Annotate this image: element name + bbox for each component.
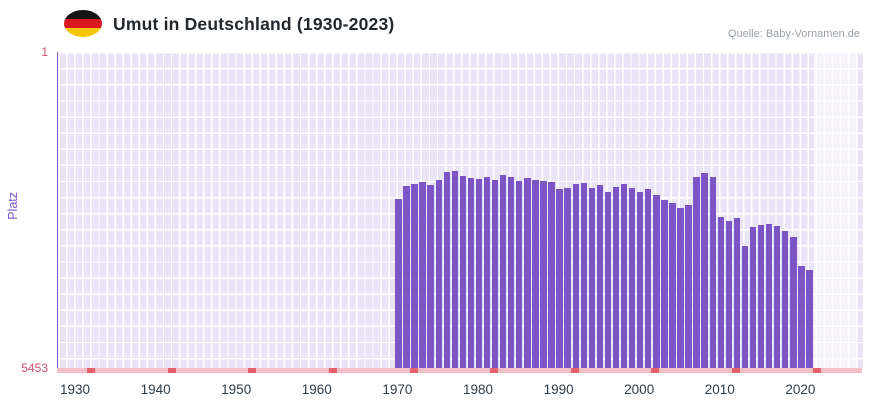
rank-bar[interactable] [499,174,507,368]
rank-bar[interactable] [427,184,434,368]
rank-bar[interactable] [790,237,797,368]
rank-bar[interactable] [798,266,805,368]
rank-bar[interactable] [596,185,604,368]
rank-bar[interactable] [564,187,571,368]
rank-bar[interactable] [774,226,781,368]
x-axis-tick [812,368,821,373]
rank-bar[interactable] [782,230,789,368]
rank-bar[interactable] [637,191,644,368]
rank-bar[interactable] [395,198,402,368]
rank-bar[interactable] [677,207,684,368]
x-tick-label: 2020 [785,382,816,397]
germany-flag-icon [64,10,102,37]
rank-bar[interactable] [540,181,547,368]
rank-bar[interactable] [491,179,499,368]
chart-title: Umut in Deutschland (1930-2023) [113,14,395,34]
rank-bar[interactable] [524,177,531,368]
y-tick-max: 1 [41,45,48,59]
rank-bar[interactable] [757,224,765,368]
x-axis-line [57,368,862,373]
x-axis-tick [651,368,660,373]
x-axis-labels: 1930 1940 1950 1960 1970 1980 1990 2000 2010 2020 [0,382,873,402]
x-tick-label: 1970 [382,382,413,397]
rank-bar[interactable] [693,176,700,368]
x-tick-label: 1940 [140,382,171,397]
rank-bar[interactable] [725,220,733,368]
x-axis-tick [490,368,499,373]
rank-bar[interactable] [459,176,467,368]
rank-bar[interactable] [548,182,555,368]
rank-bar[interactable] [653,194,660,368]
rank-bar[interactable] [709,177,716,368]
plot-area [57,52,863,368]
x-axis-tick [570,368,579,373]
rank-bar[interactable] [628,187,636,368]
rank-bar[interactable] [580,182,587,368]
x-axis-tick [87,368,96,373]
rank-bar[interactable] [411,183,418,368]
chart-header: Umut in Deutschland (1930-2023) Quelle: … [0,0,873,48]
x-tick-label: 2000 [624,382,655,397]
source-credit: Quelle: Baby-Vornamen.de [727,28,860,40]
no-data-band [813,52,856,368]
rank-bar[interactable] [733,218,741,368]
rank-bar[interactable] [620,183,628,368]
rank-bar[interactable] [419,181,426,368]
rank-bar[interactable] [403,186,410,368]
rank-bar[interactable] [443,171,450,368]
flag-stripe-gold [64,28,102,37]
rank-bar[interactable] [467,177,475,368]
x-tick-label: 1960 [301,382,332,397]
rank-bar[interactable] [516,180,523,368]
rank-bar[interactable] [508,176,515,368]
rank-bar[interactable] [556,189,563,368]
rank-bar[interactable] [749,227,757,368]
x-axis-tick [328,368,337,373]
rank-bar[interactable] [765,223,773,368]
rank-bar[interactable] [612,187,620,368]
rank-bar[interactable] [717,216,724,368]
rank-bar[interactable] [685,205,692,368]
rank-bar[interactable] [645,189,652,368]
y-axis-title: Platz [6,192,20,220]
flag-stripe-red [64,19,102,28]
rank-bar[interactable] [451,170,458,368]
rank-bar[interactable] [669,203,676,368]
x-tick-label: 1980 [462,382,494,397]
rank-bar[interactable] [806,269,813,368]
x-tick-label: 1930 [59,382,91,397]
rank-bar[interactable] [741,245,749,368]
x-axis-tick [731,368,740,373]
flag-stripe-black [64,10,102,19]
y-tick-min: 5453 [21,361,48,375]
x-axis-tick [167,368,176,373]
x-axis-tick [409,368,418,373]
rank-bar[interactable] [435,180,442,368]
x-tick-label: 1950 [221,382,252,397]
rank-bar[interactable] [483,177,491,368]
x-tick-label: 1990 [543,382,574,397]
rank-bar[interactable] [588,188,596,368]
rank-bar[interactable] [532,179,539,368]
x-axis-tick [248,368,257,373]
x-tick-label: 2010 [704,382,735,397]
rank-bar[interactable] [604,192,612,368]
rank-bar[interactable] [572,184,579,368]
rank-bar[interactable] [661,199,668,368]
rank-bar[interactable] [701,172,708,368]
rank-bar[interactable] [475,178,483,368]
